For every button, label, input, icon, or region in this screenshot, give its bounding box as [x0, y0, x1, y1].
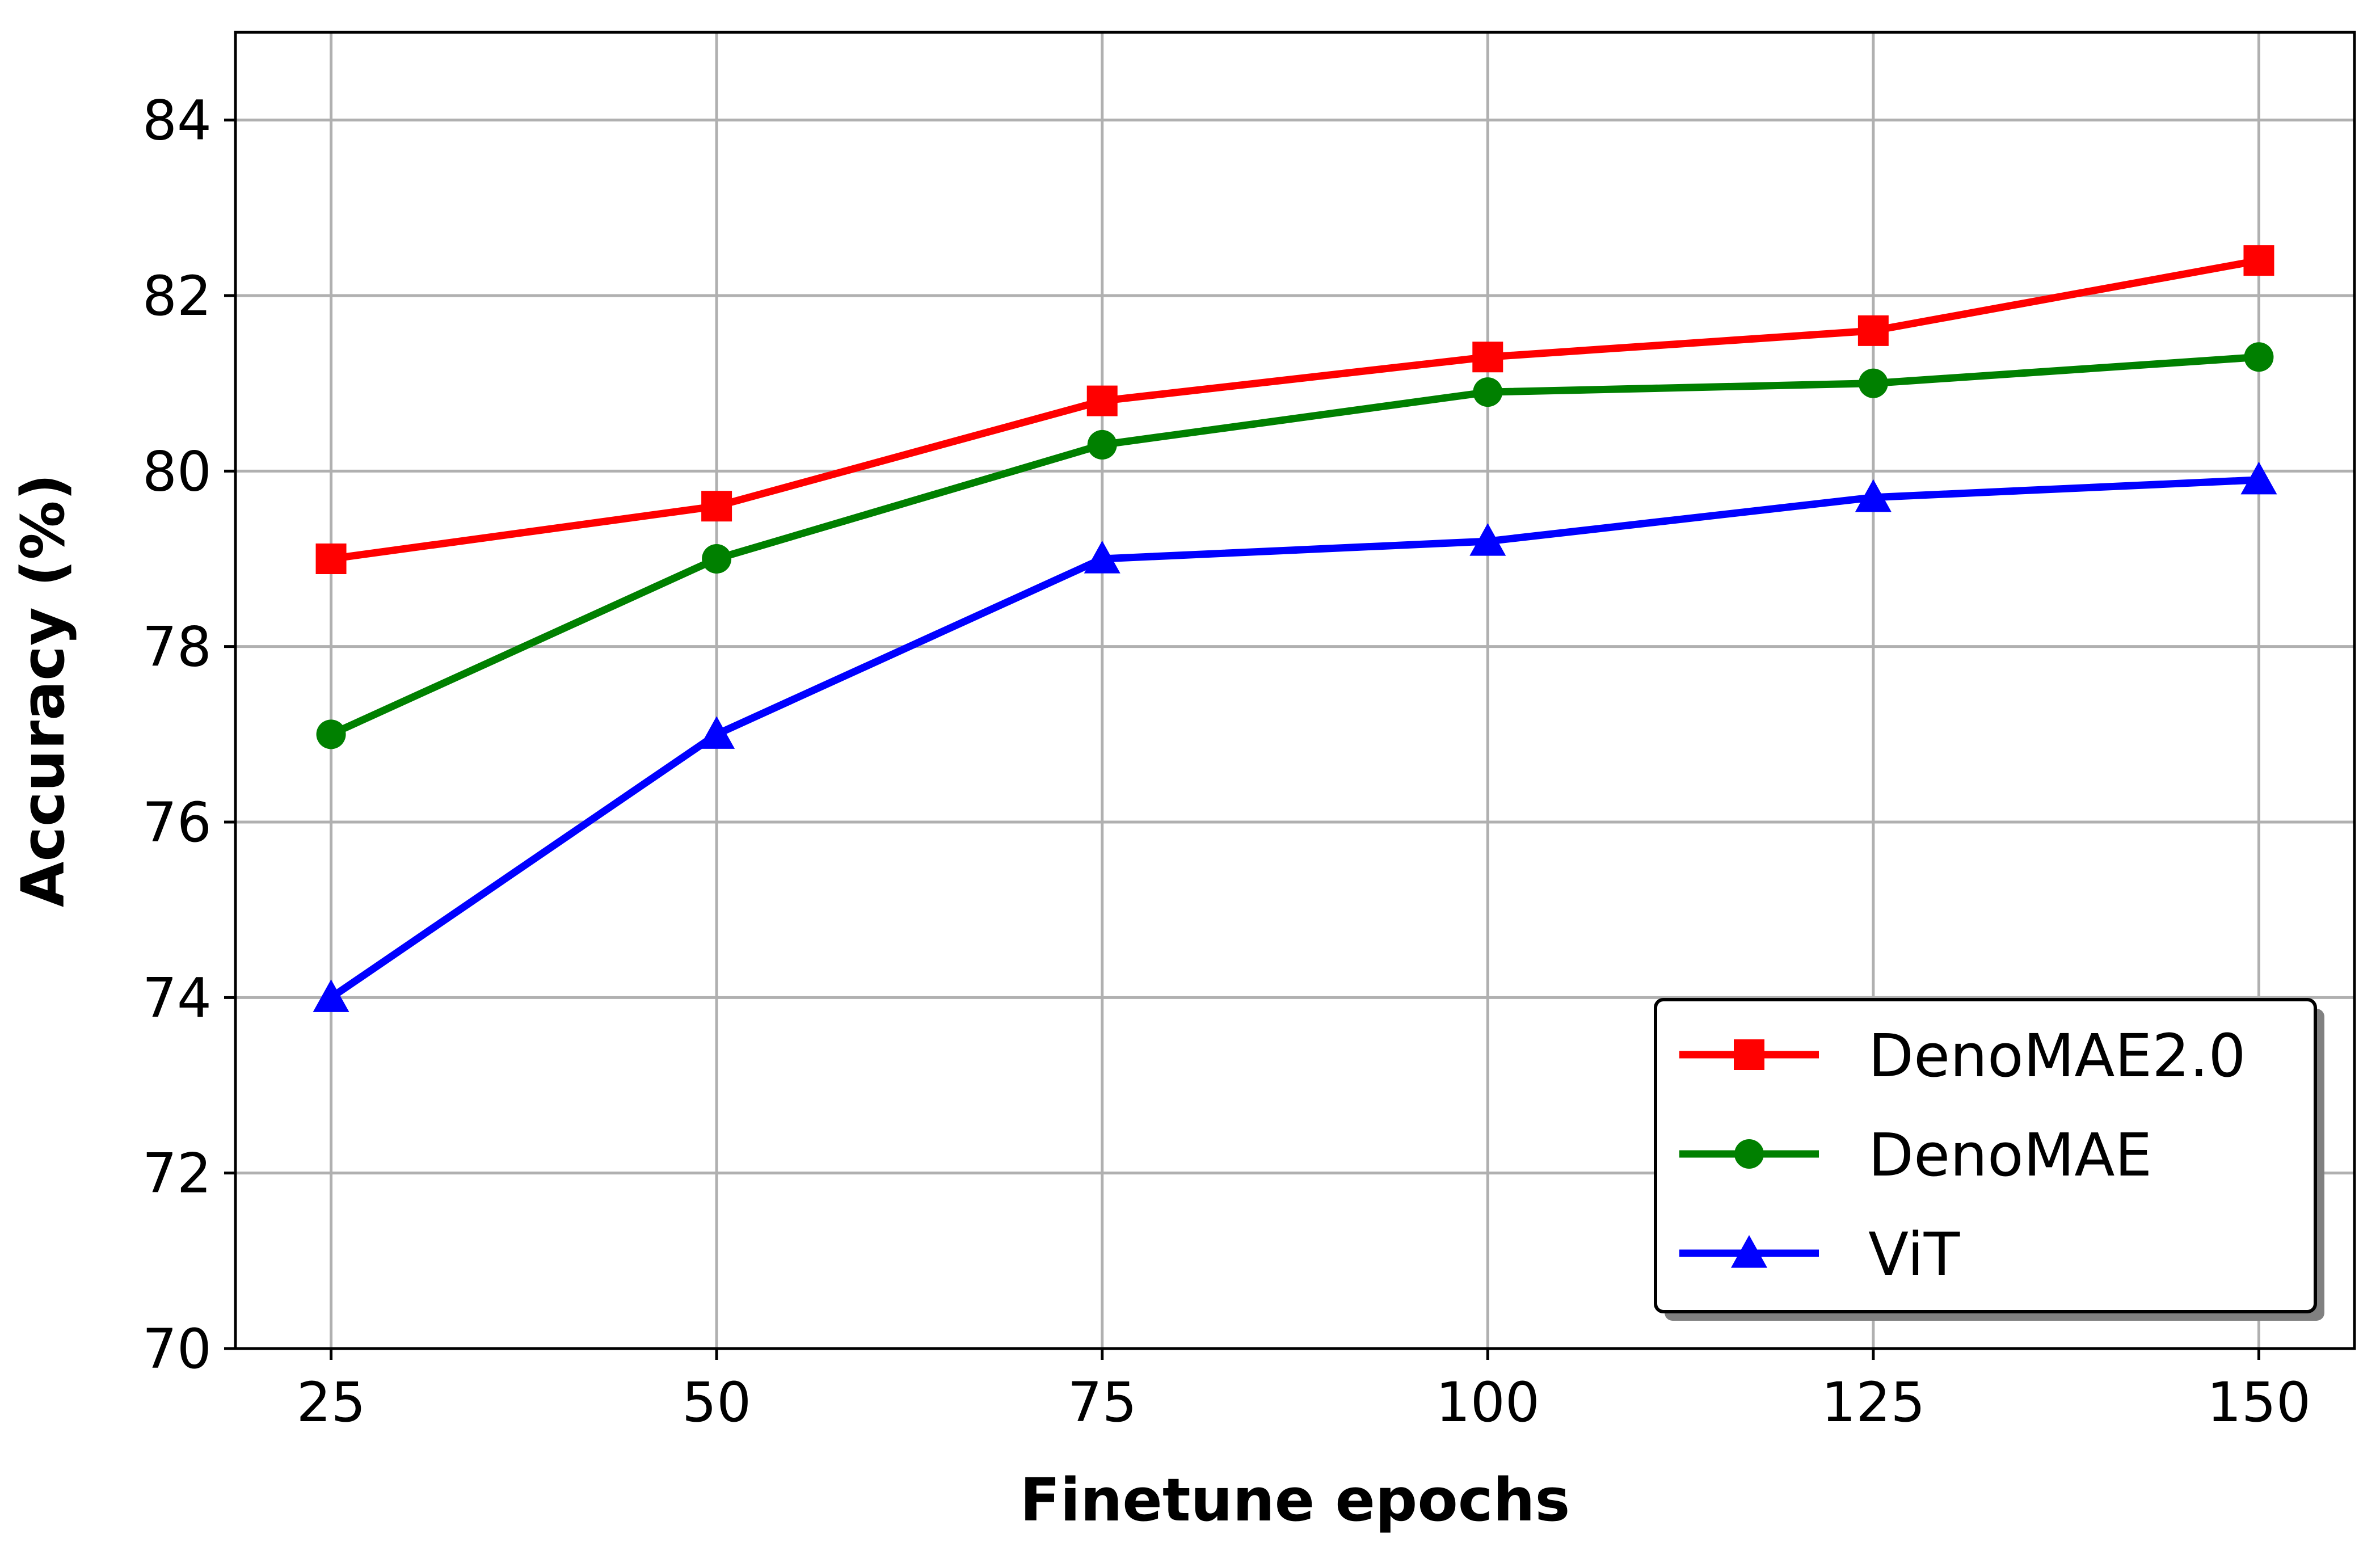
legend-label-denomae2-0: DenoMAE2.0 [1868, 1021, 2246, 1090]
legend-label-vit: ViT [1868, 1220, 1960, 1289]
axes-frame [234, 31, 2356, 1350]
legend-marker-denomae [1734, 1139, 1764, 1169]
series-line-denomae2-0 [327, 256, 2264, 563]
data-point-denomae [316, 719, 346, 749]
data-point-vit [2240, 461, 2277, 495]
data-point-denomae [1087, 429, 1117, 460]
legend-marker-denomae2-0 [1734, 1039, 1764, 1070]
y-tick-label: 84 [142, 89, 212, 153]
legend-label-denomae: DenoMAE [1868, 1120, 2152, 1190]
data-point-denomae2-0 [315, 544, 347, 574]
data-point-denomae2-0 [1857, 315, 1889, 346]
y-tick-label: 76 [142, 791, 212, 854]
y-axis-title: Accuracy (%) [9, 474, 78, 907]
data-point-denomae [1473, 377, 1503, 407]
y-tick-label: 82 [142, 264, 212, 328]
data-point-denomae2-0 [1472, 342, 1503, 373]
data-point-vit [1469, 523, 1506, 556]
x-tick-label: 75 [1068, 1371, 1137, 1434]
legend-box [1654, 998, 2317, 1313]
x-tick-label: 50 [682, 1371, 751, 1434]
legend-marker-vit [1731, 1235, 1767, 1268]
series-markers [313, 245, 2277, 1012]
series-line-denomae [326, 353, 2263, 739]
y-tick-label: 80 [142, 440, 212, 503]
x-axis-title: Finetune epochs [1020, 1465, 1570, 1535]
data-point-denomae2-0 [701, 491, 732, 522]
legend: DenoMAE2.0 DenoMAE ViT [1654, 998, 2324, 1321]
data-point-denomae2-0 [1086, 385, 1118, 416]
data-point-vit [1084, 541, 1121, 574]
data-point-denomae2-0 [2243, 245, 2274, 276]
data-point-vit [1855, 479, 1892, 512]
y-tick-label: 72 [142, 1142, 212, 1206]
data-point-denomae [702, 544, 732, 574]
data-point-vit [313, 979, 349, 1012]
x-tick-label: 150 [2207, 1371, 2311, 1434]
series-line-vit [326, 476, 2263, 1003]
x-axis-ticks: 25 50 75 100 125 150 [296, 1349, 2311, 1434]
y-tick-label: 74 [142, 966, 212, 1030]
series-lines [326, 256, 2264, 1003]
x-tick-label: 125 [1821, 1371, 1925, 1434]
data-point-denomae [1858, 368, 1888, 398]
data-point-vit [698, 716, 735, 749]
y-tick-label: 78 [142, 616, 212, 679]
x-tick-label: 100 [1436, 1371, 1540, 1434]
y-axis-ticks: 70 72 74 76 78 80 82 84 [142, 89, 235, 1381]
x-tick-label: 25 [296, 1371, 365, 1434]
y-tick-label: 70 [142, 1317, 212, 1381]
data-point-denomae [2244, 342, 2274, 372]
